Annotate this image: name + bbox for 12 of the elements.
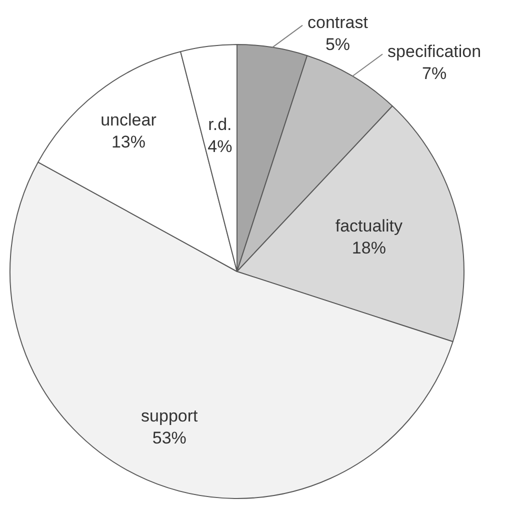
slice-label: factuality (335, 216, 403, 236)
slice-label: specification (388, 42, 482, 61)
data-label: 53% (152, 428, 186, 448)
data-label: 7% (422, 64, 447, 83)
data-label: 5% (325, 34, 350, 54)
data-label: 18% (352, 238, 386, 258)
slice-label: unclear (100, 110, 157, 130)
data-label: 4% (208, 137, 232, 156)
slice-label: support (141, 406, 198, 426)
data-label: 13% (111, 132, 146, 152)
slice-label: contrast (308, 12, 368, 32)
slice-label: r.d. (208, 115, 232, 134)
